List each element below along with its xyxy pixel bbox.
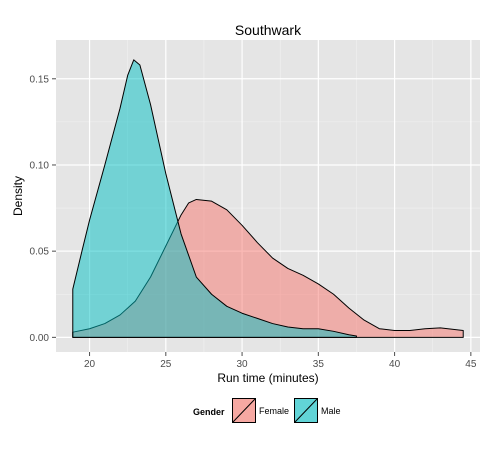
y-axis-title: Density <box>11 176 25 216</box>
y-tick-label: 0.00 <box>30 333 50 344</box>
plot-area <box>56 40 480 352</box>
y-tick-label: 0.10 <box>30 160 50 171</box>
y-tick-label: 0.05 <box>30 247 50 258</box>
legend-diagonal <box>232 398 256 423</box>
legend-diagonal <box>294 398 318 423</box>
y-tick-label: 0.15 <box>30 74 50 85</box>
x-tick-label: 35 <box>313 359 325 370</box>
density-area-male <box>72 59 357 338</box>
legend-title: Gender <box>193 407 225 417</box>
x-axis-title: Run time (minutes) <box>217 371 318 385</box>
legend-label-male: Male <box>321 406 341 416</box>
x-axis: 20 25 30 35 40 45 <box>84 352 477 370</box>
legend-items: Female Male <box>231 397 341 424</box>
series-layer <box>72 59 464 338</box>
legend: Gender Female Male <box>193 397 341 424</box>
chart-title: Southwark <box>235 22 302 38</box>
y-axis: 0.00 0.05 0.10 0.15 <box>30 74 56 344</box>
x-tick-label: 20 <box>84 359 96 370</box>
x-tick-label: 25 <box>160 359 172 370</box>
x-tick-label: 30 <box>237 359 249 370</box>
legend-label-female: Female <box>259 406 289 416</box>
x-tick-label: 40 <box>389 359 401 370</box>
x-tick-label: 45 <box>465 359 477 370</box>
